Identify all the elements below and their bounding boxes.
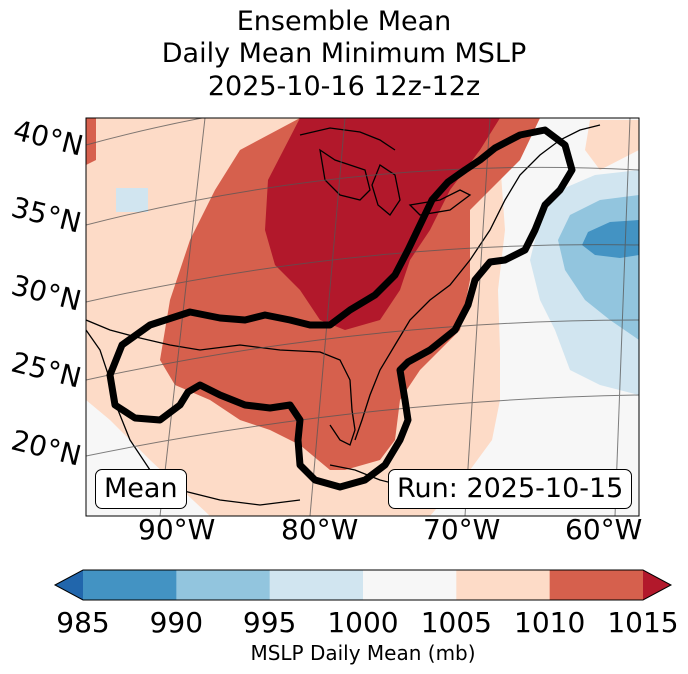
colorbar-tick-995: 995 <box>242 606 297 639</box>
colorbar <box>53 569 673 601</box>
colorbar-bin-985-990 <box>83 570 177 600</box>
run-date-box: Run: 2025-10-15 <box>388 469 633 509</box>
colorbar-tick-1005: 1005 <box>420 606 492 639</box>
colorbar-bin-995-1000 <box>269 570 364 600</box>
colorbar-bin-990-995 <box>176 570 271 600</box>
lon-label-70w: 70°W <box>423 513 501 546</box>
colorbar-tick-985: 985 <box>56 606 110 639</box>
colorbar-arrow-high <box>643 570 671 600</box>
lon-label-60w: 60°W <box>565 513 643 546</box>
map-frame <box>85 117 640 517</box>
colorbar-label: MSLP Daily Mean (mb) <box>250 641 476 665</box>
colorbar-tick-1015: 1015 <box>607 606 679 639</box>
lon-label-90w: 90°W <box>138 513 216 546</box>
colorbar-tick-1010: 1010 <box>514 606 586 639</box>
colorbar-arrow-low <box>55 570 83 600</box>
title-line-1: Ensemble Mean <box>236 6 452 37</box>
colorbar-bin-1000-1005 <box>363 570 457 600</box>
contour-outline <box>106 126 576 491</box>
graticule <box>86 118 639 516</box>
field-995-1000-west <box>116 188 148 212</box>
map-panel <box>85 117 640 517</box>
colorbar-bin-1010-1015 <box>549 570 644 600</box>
coastlines <box>86 124 601 506</box>
colorbar-tick-990: 990 <box>149 606 204 639</box>
lon-label-80w: 80°W <box>281 513 359 546</box>
colorbar-bin-1005-1010 <box>456 570 551 600</box>
mean-label-box: Mean <box>95 469 187 509</box>
colorbar-tick-1000: 1000 <box>327 606 399 639</box>
colorbar-outline <box>53 569 673 601</box>
field-1005-1010-east <box>585 120 639 170</box>
title-line-3: 2025-10-16 12z-12z <box>207 71 481 102</box>
title-line-2: Daily Mean Minimum MSLP <box>161 38 527 69</box>
